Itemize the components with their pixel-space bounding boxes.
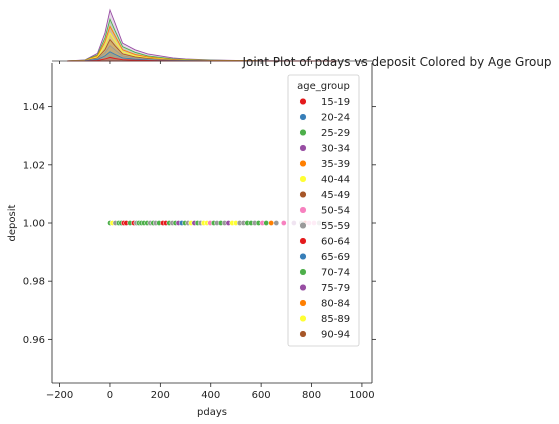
main-axes: −200 0 200 400 600 800 1000 0.96 0.98 1.00 1.02 1.… bbox=[23, 61, 375, 401]
legend-label: 40-44 bbox=[321, 175, 350, 186]
legend-label: 30-34 bbox=[321, 144, 350, 155]
legend-marker bbox=[299, 330, 307, 338]
x-ticks: −200 0 200 400 600 800 1000 bbox=[46, 61, 375, 401]
x-tick-label: 400 bbox=[201, 390, 220, 401]
legend-marker bbox=[299, 268, 307, 276]
legend-marker bbox=[299, 113, 307, 121]
scatter-point bbox=[273, 220, 280, 226]
x-tick-label: 600 bbox=[252, 390, 271, 401]
x-axis-label: pdays bbox=[197, 407, 227, 418]
legend-label: 15-19 bbox=[321, 97, 350, 108]
legend-marker bbox=[299, 206, 307, 214]
y-ticks: 0.96 0.98 1.00 1.02 1.04 bbox=[23, 102, 52, 346]
legend-marker bbox=[299, 175, 307, 183]
legend-label: 75-79 bbox=[321, 283, 350, 294]
legend-marker bbox=[299, 159, 307, 168]
legend-marker bbox=[299, 283, 307, 292]
x-tick-label: 200 bbox=[151, 390, 170, 401]
legend-marker bbox=[299, 144, 307, 152]
legend-entries: 15-19 20-24 25-29 30-34 35-39 40-44 45-49 50-54… bbox=[299, 97, 350, 341]
legend-label: 80-84 bbox=[321, 299, 350, 310]
y-axis-label: deposit bbox=[7, 204, 18, 241]
legend-label: 60-64 bbox=[321, 237, 350, 248]
legend-marker bbox=[299, 252, 307, 261]
legend-label: 35-39 bbox=[321, 159, 350, 170]
x-tick-label: 0 bbox=[107, 390, 113, 401]
x-tick-label: 1000 bbox=[349, 390, 374, 401]
x-tick-label: −200 bbox=[46, 390, 73, 401]
y-tick-label: 1.02 bbox=[23, 160, 45, 171]
legend-marker bbox=[299, 97, 307, 106]
legend-label: 45-49 bbox=[321, 190, 350, 201]
y-tick-label: 0.98 bbox=[23, 277, 45, 288]
y-tick-label: 0.96 bbox=[23, 335, 45, 346]
y-tick-label: 1.04 bbox=[23, 102, 45, 113]
legend-marker bbox=[299, 221, 307, 230]
legend-marker bbox=[299, 314, 307, 323]
legend-marker bbox=[299, 237, 307, 245]
legend-label: 85-89 bbox=[321, 314, 350, 325]
legend-label: 70-74 bbox=[321, 268, 350, 279]
y-tick-label: 1.00 bbox=[23, 219, 45, 230]
legend-label: 90-94 bbox=[321, 330, 350, 341]
legend-marker bbox=[299, 190, 307, 199]
scatter-point bbox=[280, 220, 287, 226]
marginal-y-axis bbox=[371, 63, 376, 383]
legend: age_group 15-19 20-24 25-29 30-34 35-39 40-44… bbox=[287, 74, 360, 347]
scatter-point bbox=[268, 220, 275, 226]
legend-label: 55-59 bbox=[321, 221, 350, 232]
legend-title: age_group bbox=[297, 81, 350, 92]
marginal-y-ticks bbox=[372, 106, 376, 340]
chart-title: Joint Plot of pdays vs deposit Colored b… bbox=[241, 55, 551, 69]
scatter-point bbox=[263, 220, 270, 226]
legend-label: 65-69 bbox=[321, 252, 350, 263]
legend-marker bbox=[299, 299, 307, 307]
legend-label: 25-29 bbox=[321, 128, 350, 139]
legend-box bbox=[287, 74, 360, 347]
x-tick-label: 800 bbox=[302, 390, 321, 401]
legend-label: 20-24 bbox=[321, 113, 350, 124]
legend-label: 50-54 bbox=[321, 206, 350, 217]
legend-marker bbox=[299, 128, 307, 137]
